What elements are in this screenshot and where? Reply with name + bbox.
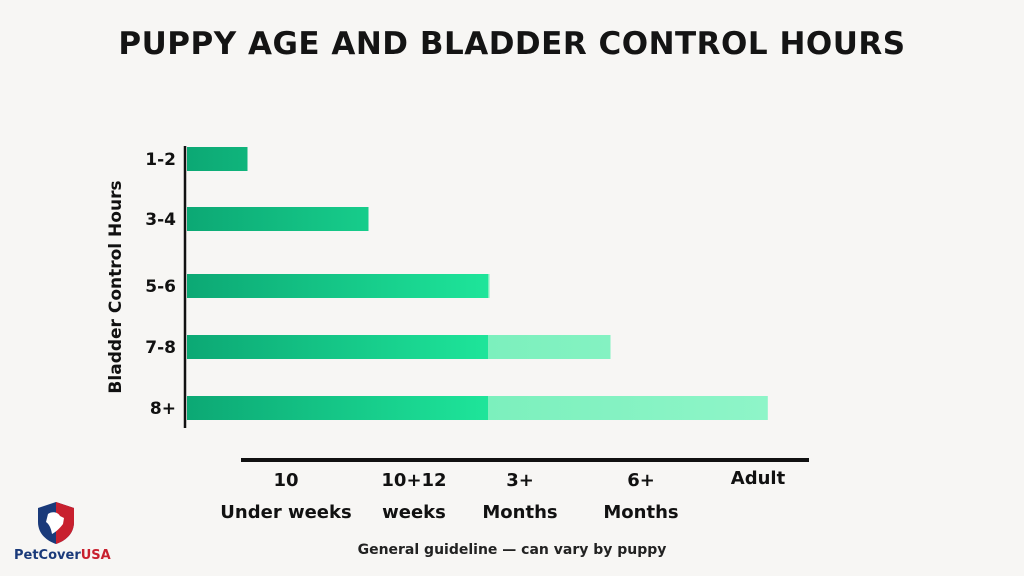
x-tick-label: 6+ Months: [603, 470, 678, 523]
footnote: General guideline — can vary by puppy: [357, 542, 667, 558]
x-tick-label: 10+12 weeks: [381, 470, 446, 523]
logo-name-part2: USA: [80, 548, 111, 563]
x-tick-label: 10 Under weeks: [220, 470, 351, 523]
petcover-logo: PetCoverUSA: [14, 500, 124, 570]
bar-8+: [187, 396, 768, 420]
y-tick-label: 8+: [150, 399, 176, 419]
y-axis-title: Bladder Control Hours: [106, 180, 126, 393]
y-tick-label: 5-6: [145, 277, 176, 297]
y-tick-label: 7-8: [145, 338, 176, 358]
logo-name-part1: PetCover: [14, 548, 81, 563]
shield-icon: [38, 502, 74, 544]
x-tick-label: Adult: [731, 468, 786, 489]
logo-wordmark: PetCoverUSA: [14, 548, 124, 563]
bar-3-4: [187, 207, 369, 231]
bar-5-6: [187, 274, 490, 298]
bar-7-8: [187, 335, 611, 359]
x-tick-label: 3+ Months: [482, 470, 557, 523]
y-tick-label: 1-2: [145, 150, 176, 170]
y-tick-label: 3-4: [145, 210, 176, 230]
chart-title: PUPPY AGE AND BLADDER CONTROL HOURS: [118, 26, 906, 62]
bar-1-2: [187, 147, 248, 171]
